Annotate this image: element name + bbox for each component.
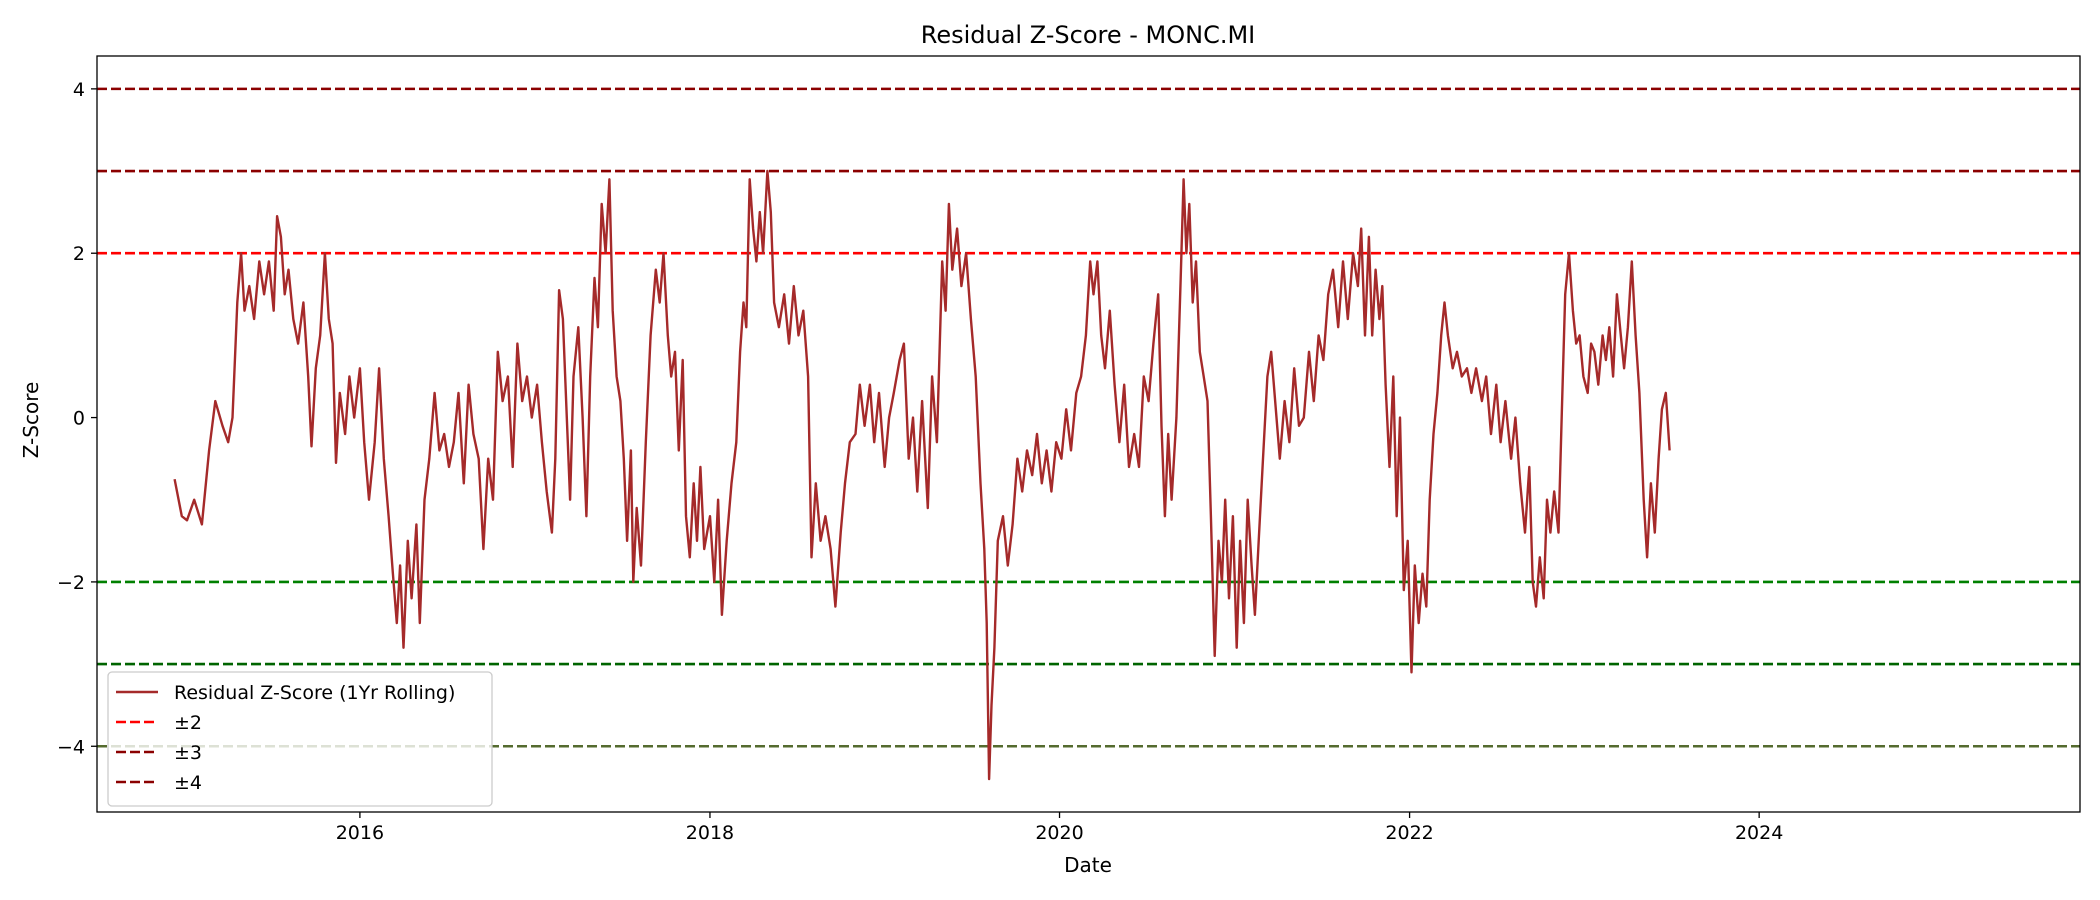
- x-tick-label-4: 2024: [1735, 822, 1783, 844]
- y-tick-label-1: −2: [57, 572, 85, 594]
- reference-lines: [97, 87, 2080, 748]
- legend-label-3: ±4: [174, 772, 202, 794]
- y-axis: −4 −2 0 2 4: [57, 79, 97, 758]
- y-tick-label-0: −4: [57, 736, 85, 758]
- x-tick-label-2: 2020: [1035, 822, 1083, 844]
- x-axis: 2016 2018 2020 2022 2024: [336, 812, 1783, 844]
- series-line-0: [173, 169, 1671, 781]
- chart-title: Residual Z-Score - MONC.MI: [921, 21, 1256, 49]
- legend: Residual Z-Score (1Yr Rolling) ±2 ±3 ±4: [107, 671, 493, 807]
- x-tick-label-3: 2022: [1385, 822, 1433, 844]
- legend-box: [107, 671, 493, 807]
- series-layer: [173, 169, 1671, 781]
- y-axis-title: Z-Score: [19, 382, 43, 459]
- x-tick-label-0: 2016: [336, 822, 384, 844]
- legend-label-0: Residual Z-Score (1Yr Rolling): [174, 682, 455, 704]
- plot-frame: [96, 55, 2081, 813]
- y-tick-label-3: 2: [73, 243, 85, 265]
- y-tick-label-2: 0: [73, 408, 85, 430]
- legend-label-1: ±2: [174, 712, 202, 734]
- x-axis-title: Date: [1064, 853, 1112, 877]
- legend-label-2: ±3: [174, 742, 202, 764]
- x-tick-label-1: 2018: [686, 822, 734, 844]
- y-tick-label-4: 4: [73, 79, 85, 101]
